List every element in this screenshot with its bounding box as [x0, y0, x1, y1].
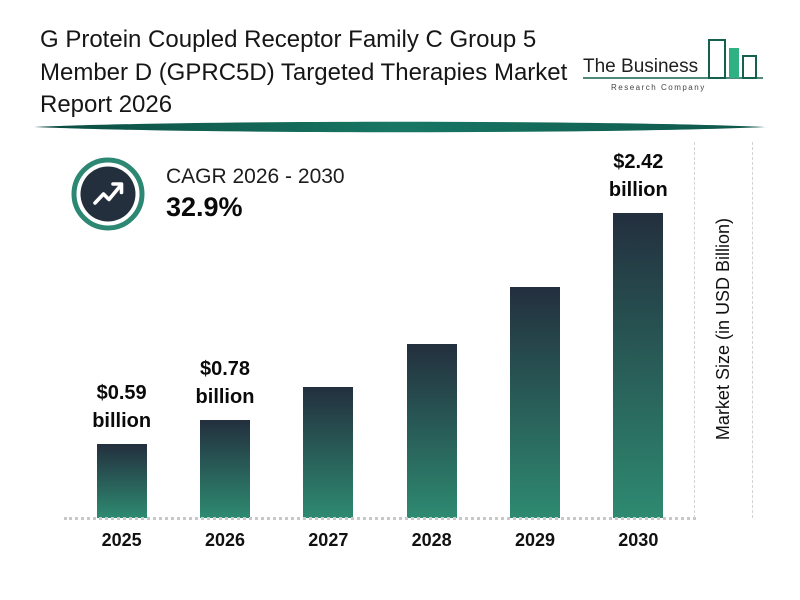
x-tick-2028: 2028	[411, 530, 452, 550]
y-axis-label: Market Size (in USD Billion)	[694, 140, 752, 518]
cagr-text: CAGR 2026 - 2030 32.9%	[166, 165, 345, 223]
logo-bar-green	[729, 48, 739, 78]
y-axis-label-text: Market Size (in USD Billion)	[712, 217, 733, 441]
market-size-bar-chart: $0.59 billion $0.78 billion $2.42 billion	[70, 140, 690, 518]
x-axis-baseline	[64, 517, 696, 520]
x-tick-2030: 2030	[618, 530, 659, 550]
bar-2025	[96, 444, 147, 518]
bar-column-2029	[483, 140, 586, 518]
right-guide-line-right	[752, 142, 753, 518]
bars-row: $0.59 billion $0.78 billion $2.42 billion	[70, 140, 690, 518]
divider-rule	[34, 121, 766, 133]
trend-up-icon	[71, 157, 145, 231]
bar-column-2028	[380, 140, 483, 518]
right-guide-line-left	[694, 142, 695, 518]
bar-column-2030: $2.42 billion	[587, 140, 690, 518]
bar-value-label-2030: $2.42 billion	[608, 151, 668, 201]
bar-2030	[613, 213, 664, 518]
cagr-callout: CAGR 2026 - 2030 32.9%	[70, 156, 345, 232]
logo-sub-text: Research Company	[611, 83, 706, 92]
logo-bar-outline-short	[742, 55, 757, 79]
company-logo: The Business Research Company	[583, 39, 763, 92]
bar-2029	[509, 287, 560, 518]
bar-2028	[406, 344, 457, 518]
x-tick-2025: 2025	[101, 530, 142, 550]
x-tick-2026: 2026	[204, 530, 246, 550]
bar-column-2026: $0.78 billion	[173, 140, 276, 518]
bar-2026	[199, 420, 250, 518]
bar-value-label-2026: $0.78 billion	[195, 358, 255, 408]
x-axis-tick-labels: 2025 2026 2027 2028 2029 2030	[70, 530, 690, 551]
bar-column-2025: $0.59 billion	[70, 140, 173, 518]
logo-bar-outline-tall	[708, 39, 726, 79]
bar-value-label-2025: $0.59 billion	[92, 382, 152, 432]
logo-name-text: The Business	[583, 56, 698, 77]
x-tick-2029: 2029	[514, 530, 555, 550]
cagr-value: 32.9%	[166, 192, 243, 222]
page-title: G Protein Coupled Receptor Family C Grou…	[40, 26, 568, 119]
cagr-label: CAGR 2026 - 2030	[166, 165, 345, 188]
x-tick-2027: 2027	[308, 530, 349, 550]
bar-column-2027	[277, 140, 380, 518]
bar-2027	[303, 387, 354, 518]
